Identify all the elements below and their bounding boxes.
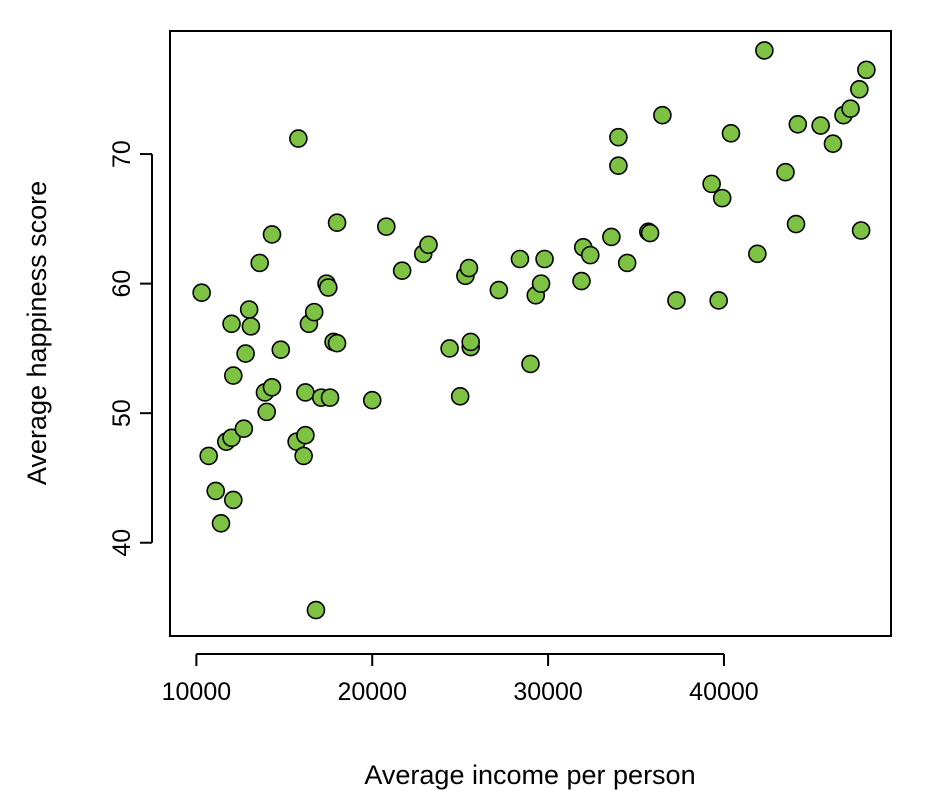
y-tick-label: 40 [108, 529, 136, 557]
data-point [392, 261, 412, 280]
data-point [776, 162, 795, 182]
data-point [236, 344, 255, 363]
data-point [609, 127, 628, 147]
data-point [851, 221, 871, 240]
data-point [450, 387, 470, 406]
data-point [788, 114, 808, 134]
data-point [461, 332, 481, 352]
data-points [192, 41, 876, 620]
data-point [489, 280, 509, 300]
data-point [786, 214, 806, 234]
plot-frame [169, 30, 892, 637]
data-point [318, 278, 338, 297]
data-point [296, 383, 315, 402]
data-point [712, 188, 732, 208]
data-point [327, 333, 347, 353]
data-point [241, 317, 261, 336]
data-point [521, 354, 540, 374]
data-point [653, 105, 672, 125]
data-point [257, 402, 277, 422]
data-point [823, 134, 843, 154]
data-point [667, 291, 686, 310]
data-point [459, 258, 479, 278]
x-tick-label: 30000 [513, 678, 583, 706]
data-point [857, 60, 876, 80]
data-point [222, 314, 241, 334]
data-point [440, 339, 459, 358]
data-point [755, 41, 774, 60]
data-point [609, 156, 628, 176]
data-point [841, 99, 860, 119]
x-tick-label: 40000 [689, 678, 759, 706]
data-point [617, 253, 637, 273]
x-tick-label: 10000 [162, 678, 232, 706]
data-point [192, 283, 211, 302]
data-point [709, 291, 728, 310]
data-point [222, 428, 241, 448]
data-point [640, 223, 660, 243]
data-point [306, 600, 326, 620]
data-point [535, 249, 554, 269]
data-point [811, 116, 830, 135]
data-point [510, 249, 530, 269]
data-point [850, 79, 869, 99]
data-point [531, 274, 551, 293]
data-point [580, 245, 600, 265]
data-point [206, 481, 226, 501]
data-point [224, 366, 243, 385]
y-axis-label: Average happiness score [22, 181, 52, 485]
data-point [721, 124, 741, 143]
data-point [419, 235, 438, 255]
data-point [250, 253, 269, 273]
x-axis-label: Average income per person [364, 760, 695, 790]
y-tick-label: 70 [108, 140, 136, 168]
data-point [199, 446, 218, 466]
data-point [602, 227, 621, 247]
y-axis: 40 50 60 70 [108, 140, 153, 557]
data-point [702, 174, 721, 194]
data-point [294, 446, 313, 466]
data-point [327, 213, 347, 233]
data-point [234, 419, 254, 439]
data-point [271, 340, 291, 359]
data-point [748, 244, 767, 264]
data-point [289, 129, 308, 148]
data-point [572, 271, 591, 291]
data-point [262, 225, 282, 244]
data-point [376, 217, 396, 236]
y-tick-label: 50 [108, 399, 136, 427]
data-point [362, 390, 382, 410]
y-tick-label: 60 [108, 270, 136, 298]
data-point [224, 490, 243, 510]
data-point [304, 302, 324, 322]
data-point [296, 425, 315, 445]
data-point [262, 377, 282, 397]
data-point [239, 300, 259, 319]
data-point [320, 388, 340, 407]
data-point [211, 513, 231, 533]
x-tick-label: 20000 [337, 678, 407, 706]
x-axis: 10000 20000 30000 40000 [162, 653, 759, 706]
